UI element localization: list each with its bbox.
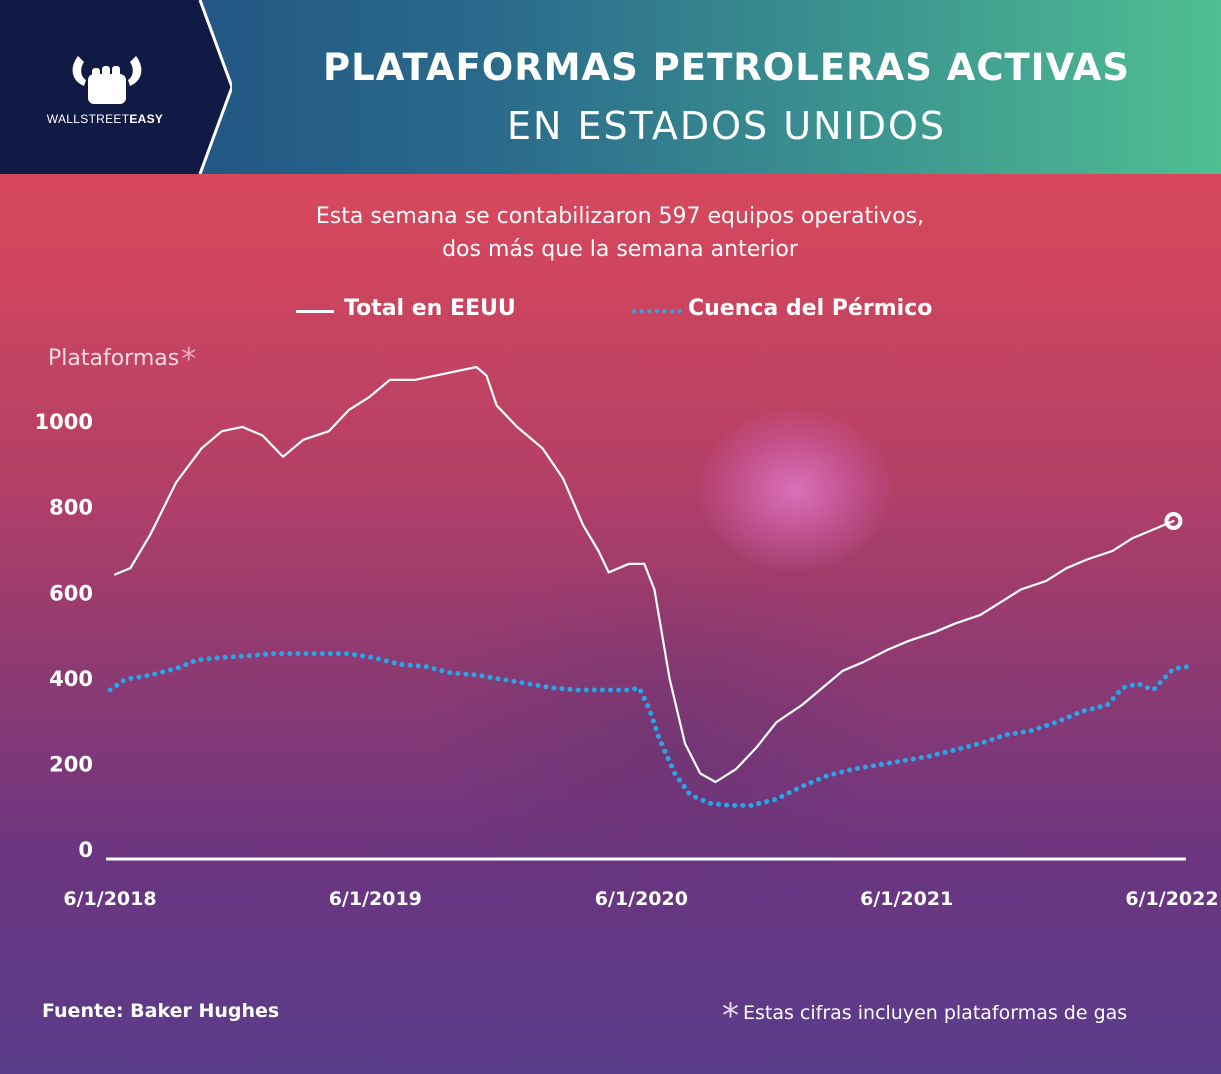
title-line-2: EN ESTADOS UNIDOS bbox=[506, 104, 946, 148]
x-tick-label: 6/1/2018 bbox=[63, 888, 156, 910]
series-total-line bbox=[114, 365, 1175, 784]
asterisk-icon: * bbox=[722, 996, 739, 1036]
x-tick-label: 6/1/2021 bbox=[860, 888, 953, 910]
series-permian-line bbox=[107, 651, 1192, 808]
y-tick-label: 400 bbox=[49, 667, 93, 691]
header-banner: WALLSTREETEASY PLATAFORMAS PETROLERAS AC… bbox=[0, 0, 1221, 174]
logo-panel-edge bbox=[198, 0, 232, 174]
footnote: * Estas cifras incluyen plataformas de ga… bbox=[722, 988, 1128, 1036]
x-tick-label: 6/1/2019 bbox=[329, 888, 422, 910]
x-tick-label: 6/1/2022 bbox=[1125, 888, 1218, 910]
subtitle-line-2: dos más que la semana anterior bbox=[442, 237, 798, 262]
asterisk-icon: * bbox=[181, 342, 197, 377]
subtitle: Esta semana se contabilizaron 597 equipo… bbox=[150, 200, 1090, 266]
y-axis-title: Plataformas* bbox=[48, 338, 196, 377]
logo: WALLSTREETEASY bbox=[0, 0, 232, 174]
title-line-1: PLATAFORMAS PETROLERAS ACTIVAS bbox=[323, 46, 1130, 89]
x-tick-label: 6/1/2020 bbox=[595, 888, 688, 910]
footnote-text: Estas cifras incluyen plataformas de gas bbox=[743, 1002, 1128, 1024]
brand-name: WALLSTREETEASY bbox=[40, 112, 170, 126]
y-tick-label: 800 bbox=[49, 496, 93, 520]
sun-glow bbox=[700, 410, 890, 570]
subtitle-line-1: Esta semana se contabilizaron 597 equipo… bbox=[315, 204, 925, 229]
y-tick-label: 1000 bbox=[35, 410, 93, 434]
legend-permian-label: Cuenca del Pérmico bbox=[688, 296, 933, 321]
y-tick-label: 600 bbox=[49, 581, 93, 605]
y-tick-label: 200 bbox=[49, 752, 93, 776]
bull-fist-icon bbox=[72, 56, 142, 104]
y-axis-title-text: Plataformas bbox=[48, 346, 180, 371]
source-note: Fuente: Baker Hughes bbox=[42, 1000, 280, 1022]
brand-prefix: WALLSTREET bbox=[46, 112, 130, 126]
legend-total-swatch bbox=[296, 310, 334, 313]
logo-panel-shape bbox=[0, 0, 232, 174]
y-tick-label: 0 bbox=[78, 838, 93, 862]
end-point-marker bbox=[1164, 512, 1183, 531]
legend-total-label: Total en EEUU bbox=[344, 296, 516, 321]
legend-permian-swatch bbox=[632, 309, 682, 313]
brand-suffix: EASY bbox=[129, 112, 164, 126]
legend: Total en EEUU Cuenca del Pérmico bbox=[0, 296, 1221, 326]
